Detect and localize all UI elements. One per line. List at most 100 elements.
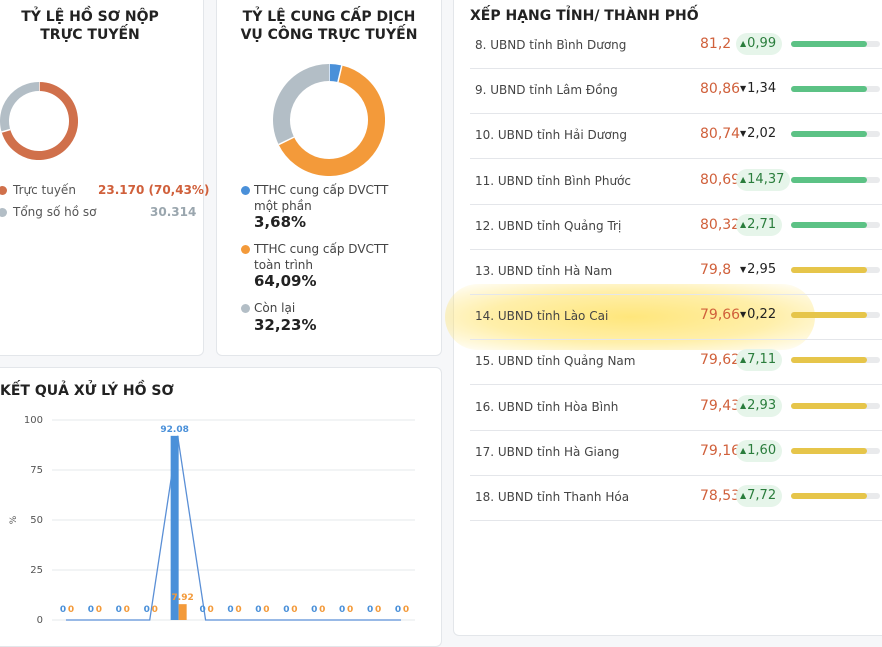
bar-value-label: 0 xyxy=(283,605,289,615)
service-rate-donut xyxy=(273,64,385,176)
ranking-score: 80,86 xyxy=(700,81,741,98)
online-rate-title: TỶ LỆ HỒ SƠ NỘP TRỰC TUYẾN xyxy=(0,8,180,44)
legend-online-value: 23.170 (70,43%) xyxy=(98,183,210,197)
ranking-delta-value: 0,99 xyxy=(747,36,777,51)
bar-value-label: 0 xyxy=(375,605,381,615)
ranking-delta-value: 2,93 xyxy=(747,397,777,413)
legend-partial-pct: 3,68% xyxy=(254,213,307,231)
ranking-bar-fill xyxy=(791,357,867,364)
ranking-name: 12. UBND tỉnh Quảng Trị xyxy=(475,218,622,233)
donut-slice[interactable] xyxy=(273,64,330,145)
ranking-delta: ▼2,95 xyxy=(736,259,782,281)
legend-total-dot xyxy=(0,207,7,217)
legend-total-label: Tổng số hồ sơ xyxy=(13,205,97,219)
ranking-bar-fill xyxy=(791,493,867,499)
ranking-name: 13. UBND tỉnh Hà Nam xyxy=(475,264,613,278)
bar-value-label: 0 xyxy=(144,605,150,615)
donut-slice[interactable] xyxy=(0,82,40,133)
ranking-row[interactable]: 13. UBND tỉnh Hà Nam 79,8 ▼2,95 xyxy=(470,250,882,295)
ranking-row[interactable]: 9. UBND tỉnh Lâm Đồng 80,86 ▼1,34 xyxy=(470,69,882,115)
bar-value-label: 0 xyxy=(367,605,373,615)
ranking-name: 16. UBND tỉnh Hòa Bình xyxy=(475,399,619,414)
ranking-score: 80,69 xyxy=(700,171,741,188)
y-tick-label: 50 xyxy=(30,515,43,526)
ranking-score: 81,2 xyxy=(700,36,732,52)
donut-slice[interactable] xyxy=(1,82,78,160)
y-tick-label: 0 xyxy=(37,615,43,626)
y-axis-label: % xyxy=(9,515,19,524)
ranking-row[interactable]: 14. UBND tỉnh Lào Cai 79,66 ▼0,22 xyxy=(470,295,882,341)
arrow-up-icon: ▲ xyxy=(740,39,747,48)
service-rate-card xyxy=(216,0,442,356)
ranking-row[interactable]: 17. UBND tỉnh Hà Giang 79,16 ▲1,60 xyxy=(470,431,882,476)
bar[interactable] xyxy=(170,435,179,620)
bar-value-label: 0 xyxy=(152,605,158,615)
ranking-delta-value: 7,11 xyxy=(747,352,777,368)
ranking-bar-track xyxy=(791,267,880,273)
ranking-delta: ▲2,93 xyxy=(736,394,783,417)
ranking-bar-fill xyxy=(791,176,867,183)
ranking-delta-value: 7,72 xyxy=(747,488,777,503)
service-rate-title: TỶ LỆ CUNG CẤP DỊCH VỤ CÔNG TRỰC TUYẾN xyxy=(234,8,424,44)
bar-value-label: 0 xyxy=(60,605,66,615)
ranking-bar-track xyxy=(791,312,880,319)
arrow-down-icon: ▼ xyxy=(740,310,747,320)
highlight-glow xyxy=(445,284,815,350)
ranking-row[interactable]: 16. UBND tỉnh Hòa Bình 79,43 ▲2,93 xyxy=(470,386,882,431)
ranking-score: 79,66 xyxy=(700,307,741,324)
ranking-delta-value: 2,71 xyxy=(747,216,777,232)
ranking-row[interactable]: 11. UBND tỉnh Bình Phước 80,69 ▲14,37 xyxy=(470,160,882,205)
ranking-row[interactable]: 15. UBND tỉnh Quảng Nam 79,62 ▲7,11 xyxy=(470,340,882,386)
ranking-score: 80,74 xyxy=(700,126,741,143)
ranking-score: 80,32 xyxy=(700,216,741,233)
ranking-bar-fill xyxy=(791,402,867,409)
donut-slice[interactable] xyxy=(328,64,342,83)
ranking-delta-value: 0,22 xyxy=(747,307,777,323)
ranking-bar-track xyxy=(791,357,880,364)
ranking-name: 15. UBND tỉnh Quảng Nam xyxy=(475,354,636,369)
bar-value-label: 0 xyxy=(207,605,213,615)
y-tick-label: 75 xyxy=(30,465,43,476)
ranking-bar-track xyxy=(791,131,880,138)
arrow-up-icon: ▲ xyxy=(740,174,747,184)
y-tick-label: 100 xyxy=(24,415,43,426)
online-rate-donut xyxy=(0,82,78,160)
ranking-delta: ▲7,11 xyxy=(736,349,783,372)
ranking-delta: ▲7,72 xyxy=(736,485,783,507)
bar-value-label: 0 xyxy=(199,605,205,615)
ranking-name: 18. UBND tỉnh Thanh Hóa xyxy=(475,490,630,504)
ranking-bar-fill xyxy=(791,86,867,93)
donut-slice[interactable] xyxy=(278,65,385,176)
online-rate-card xyxy=(0,0,204,356)
ranking-delta: ▲14,37 xyxy=(736,168,791,191)
ranking-bar-fill xyxy=(791,267,867,273)
bar-value-label: 0 xyxy=(235,605,241,615)
ranking-name: 9. UBND tỉnh Lâm Đồng xyxy=(475,83,618,98)
ranking-bar-track xyxy=(791,402,880,409)
arrow-up-icon: ▲ xyxy=(740,219,747,229)
ranking-score: 79,62 xyxy=(700,352,741,369)
ranking-bar-fill xyxy=(791,312,867,319)
bar-value-label: 0 xyxy=(395,605,401,615)
bar-value-label: 0 xyxy=(347,605,353,615)
ranking-row[interactable]: 8. UBND tỉnh Bình Dương 81,2 ▲0,99 xyxy=(470,24,882,69)
legend-rest-label: Còn lại xyxy=(254,301,296,315)
arrow-down-icon: ▼ xyxy=(740,84,747,94)
bar-value-label: 0 xyxy=(291,605,297,615)
bar-value-label: 0 xyxy=(403,605,409,615)
service-rate-title-text: TỶ LỆ CUNG CẤP DỊCH VỤ CÔNG TRỰC TUYẾN xyxy=(240,9,418,43)
ranking-row[interactable]: 12. UBND tỉnh Quảng Trị 80,32 ▲2,71 xyxy=(470,205,882,250)
bar-value-label: 0 xyxy=(319,605,325,615)
legend-partial-dot xyxy=(241,186,250,195)
y-tick-label: 25 xyxy=(30,565,43,576)
legend-rest-dot xyxy=(241,304,250,313)
ranking-row[interactable]: 18. UBND tỉnh Thanh Hóa 78,53 ▲7,72 xyxy=(470,476,882,521)
ranking-delta: ▼1,34 xyxy=(736,78,782,100)
bar-value-label: 0 xyxy=(263,605,269,615)
bar[interactable] xyxy=(178,604,187,620)
ranking-row[interactable]: 10. UBND tỉnh Hải Dương 80,74 ▼2,02 xyxy=(470,114,882,160)
bar-value-label: 0 xyxy=(68,605,74,615)
arrow-up-icon: ▲ xyxy=(740,491,747,500)
ranking-score: 78,53 xyxy=(700,488,741,504)
